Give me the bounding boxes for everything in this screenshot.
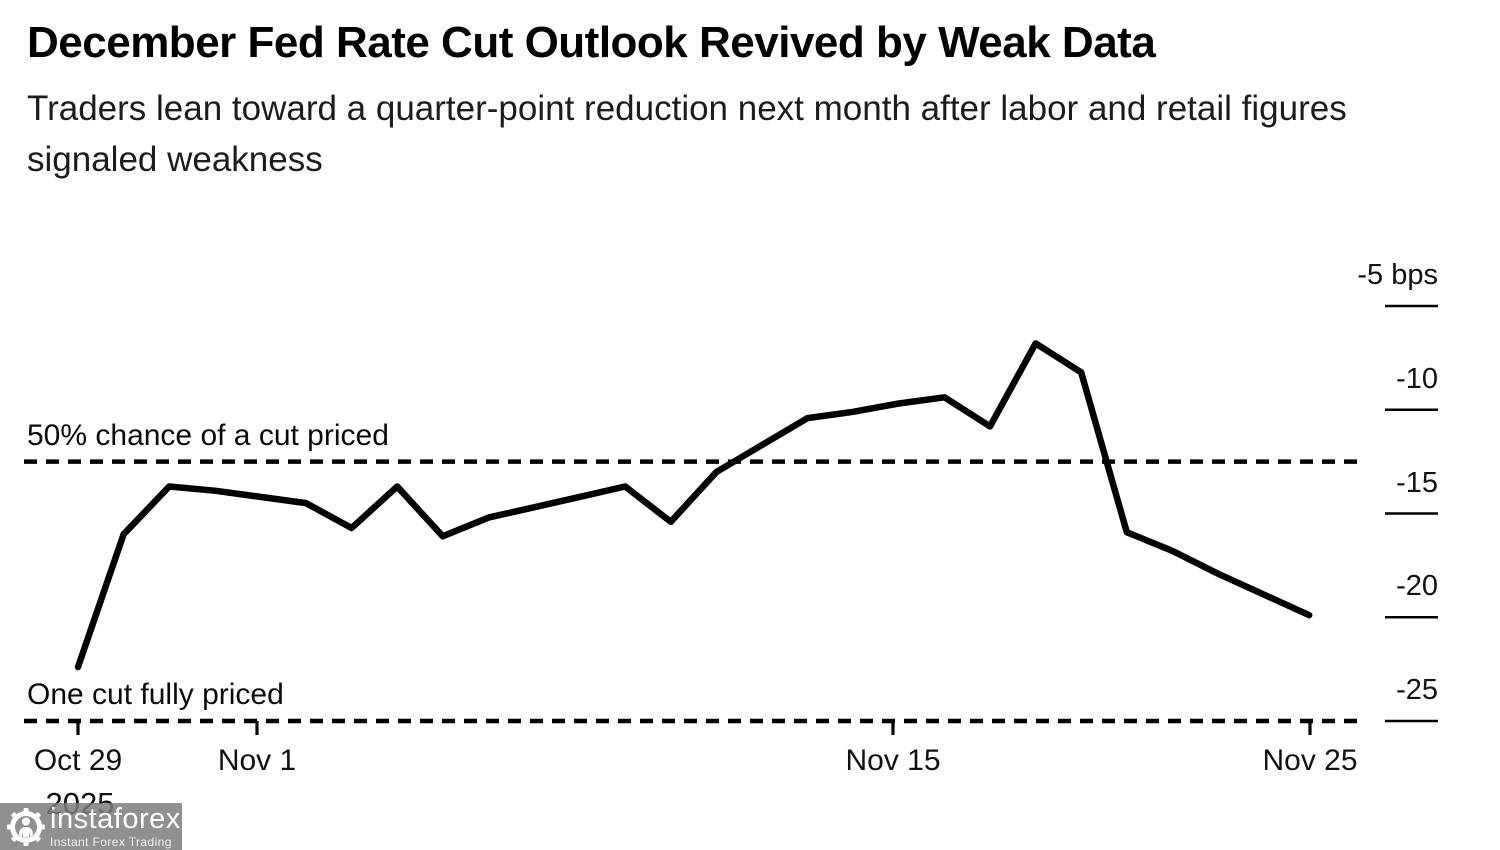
x-axis-label-oct29: Oct 29 (33, 744, 123, 777)
annotation-half-cut-label: 50% chance of a cut priced (27, 419, 389, 452)
x-axis-label-nov25: Nov 25 (1262, 744, 1358, 777)
chart-subtitle: Traders lean toward a quarter-point redu… (27, 89, 1347, 179)
x-axis-label-nov1: Nov 1 (217, 744, 297, 777)
annotation-full-cut-label: One cut fully priced (27, 678, 284, 711)
y-axis-label-15: -15 (1396, 467, 1438, 499)
y-axis-label-5bps: -5 bps (1357, 259, 1438, 291)
y-axis-label-20: -20 (1396, 570, 1438, 602)
watermark-tagline: Instant Forex Trading (50, 835, 172, 849)
x-axis-label-nov15: Nov 15 (845, 744, 941, 777)
price-line (74, 340, 1313, 671)
y-axis-label-10: -10 (1396, 363, 1438, 395)
y-axis-label-25: -25 (1396, 674, 1438, 706)
chart-title: December Fed Rate Cut Outlook Revived by… (27, 18, 1156, 67)
watermark: instaforex Instant Forex Trading (0, 803, 182, 850)
watermark-brand-name: instaforex (50, 803, 181, 835)
gear-man-icon (7, 807, 45, 846)
